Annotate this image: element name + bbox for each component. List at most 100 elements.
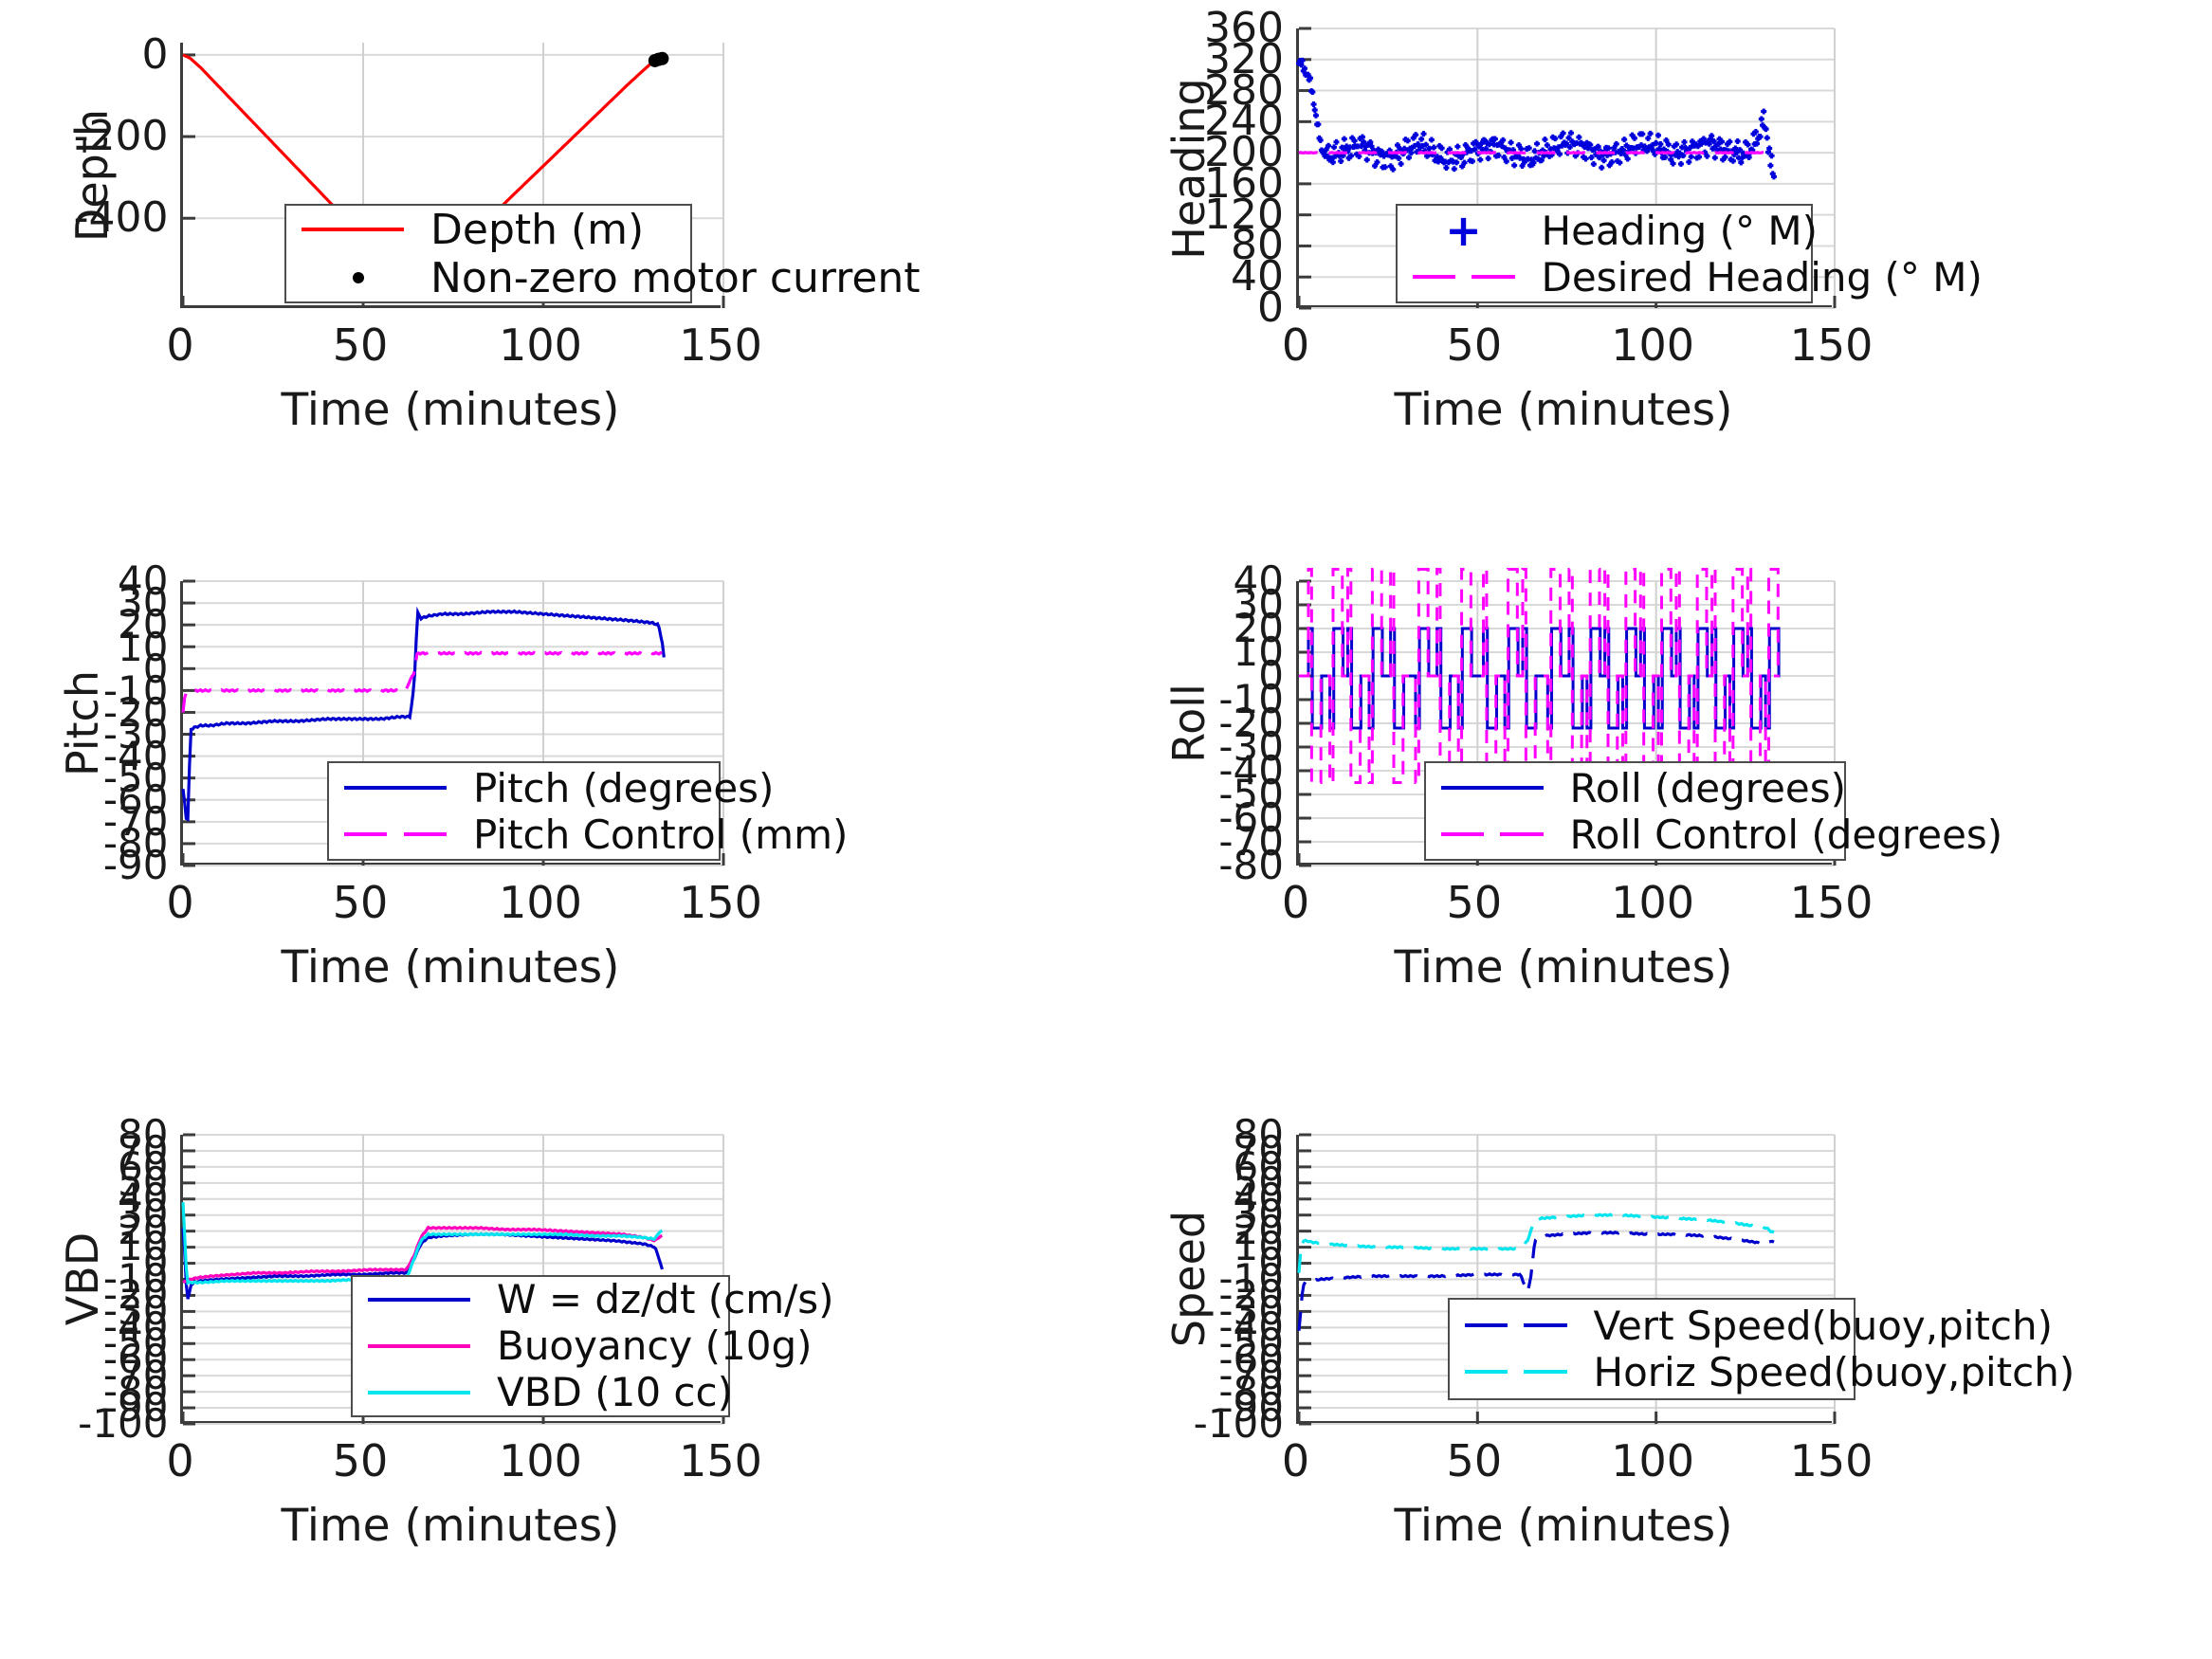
y-axis-label: Heading — [1162, 77, 1215, 260]
x-tick-label: 150 — [1789, 877, 1874, 929]
legend-swatch-icon — [1459, 1358, 1573, 1386]
x-tick-label: 100 — [1611, 877, 1695, 929]
x-tick-label: 0 — [1281, 1434, 1310, 1486]
legend-swatch-icon — [1407, 263, 1521, 291]
panel-roll: 40 30 20 10 0 -10 -20 -30 -40 -50 -60 -70 -80 0 50 100 1… — [1106, 553, 2212, 1105]
y-tick-label: -50 — [1218, 1319, 1284, 1366]
y-tick-label: 0 — [142, 1239, 169, 1286]
y-tick-label: 60 — [118, 1142, 169, 1190]
y-tick-label: -70 — [102, 1351, 169, 1398]
x-axis-label: Time (minutes) — [1394, 384, 1733, 436]
x-axis-label: Time (minutes) — [281, 1499, 620, 1552]
y-tick-label: 0 — [1258, 1239, 1284, 1286]
legend-label: Pitch Control (mm) — [473, 811, 849, 858]
legend-item: W = dz/dt (cm/s) — [362, 1276, 834, 1322]
series-0 — [1296, 1230, 1775, 1331]
y-tick-label: -90 — [1218, 1383, 1284, 1431]
legend-label: VBD (10 cc) — [497, 1369, 733, 1416]
y-tick-label: 40 — [1233, 1175, 1284, 1222]
x-axis-label: Time (minutes) — [281, 941, 620, 994]
legend-swatch-icon — [1435, 774, 1549, 802]
y-tick-label: 80 — [1231, 221, 1284, 270]
legend-speed: Vert Speed(buoy,pitch) Horiz Speed(buoy,p… — [1447, 1297, 2075, 1400]
y-tick-label: -10 — [102, 1255, 169, 1303]
x-tick-label: 50 — [1446, 1434, 1503, 1486]
legend-item: Pitch (degrees) — [338, 765, 774, 811]
y-tick-label: -100 — [78, 1399, 169, 1447]
legend-item: Desired Heading (° M) — [1407, 254, 1983, 301]
y-tick-label: 280 — [1204, 65, 1284, 115]
legend-swatch-icon — [296, 215, 410, 244]
legend-swatch-icon — [362, 1285, 476, 1314]
series-1 — [1296, 1212, 1775, 1273]
y-tick-label: -30 — [102, 1287, 169, 1335]
legend-item: Roll (degrees) — [1435, 765, 1846, 811]
y-tick-label: -80 — [1218, 1367, 1284, 1414]
legend-item: VBD (10 cc) — [362, 1369, 733, 1415]
legend-label: Roll (degrees) — [1569, 764, 1847, 811]
y-axis-label: Depth — [66, 108, 118, 243]
legend-item: Pitch Control (mm) — [338, 811, 848, 858]
legend-item: Non-zero motor current — [296, 254, 921, 302]
series-1 — [181, 650, 663, 714]
y-tick-label: 30 — [1233, 1191, 1284, 1238]
y-tick-label: -70 — [1218, 1351, 1284, 1398]
x-tick-label: 150 — [1789, 319, 1874, 371]
x-tick-label: 150 — [679, 319, 762, 371]
y-axis-label: VBD — [57, 1231, 108, 1326]
y-tick-label: -80 — [102, 820, 169, 867]
panel-pitch: 40 30 20 10 0 -10 -20 -30 -40 -50 -60 -70 -80 -90 0 50 1… — [0, 553, 1106, 1105]
y-tick-label: -20 — [1218, 700, 1284, 747]
y-tick-label: -70 — [102, 798, 169, 846]
legend-swatch-icon — [338, 820, 452, 848]
y-tick-label: -60 — [1218, 794, 1284, 842]
legend-label: Depth (m) — [430, 205, 645, 254]
legend-label: Heading (° M) — [1541, 207, 1818, 254]
legend-label: Pitch (degrees) — [473, 764, 775, 811]
legend-swatch-icon: + — [1445, 204, 1482, 256]
y-tick-label: 120 — [1204, 190, 1284, 239]
y-tick-label: 160 — [1204, 158, 1284, 208]
y-tick-label: -80 — [1218, 842, 1284, 889]
y-tick-label: -30 — [102, 710, 169, 757]
x-tick-label: 50 — [1446, 319, 1503, 371]
y-tick-label: -60 — [102, 776, 169, 824]
panel-speed: 80 70 60 50 40 30 20 10 0 -10 -20 -30 -40 -50 -60 -70 -8… — [1106, 1106, 2212, 1659]
legend-swatch-icon — [296, 264, 410, 292]
x-axis-label: Time (minutes) — [1394, 941, 1733, 994]
x-axis-label: Time (minutes) — [281, 384, 620, 436]
legend-label: Horiz Speed(buoy,pitch) — [1593, 1348, 2075, 1395]
y-tick-label: 40 — [1231, 252, 1284, 301]
series-0 — [181, 1227, 664, 1300]
x-tick-label: 100 — [499, 1434, 582, 1486]
x-tick-label: 100 — [499, 877, 582, 929]
y-tick-label: -40 — [1218, 1303, 1284, 1350]
y-tick-label: 200 — [1204, 128, 1284, 177]
x-tick-label: 100 — [1611, 319, 1695, 371]
y-tick-label: 60 — [1233, 1142, 1284, 1190]
y-tick-label: 50 — [1233, 1158, 1284, 1206]
y-tick-label: -50 — [102, 755, 169, 802]
y-tick-label: -20 — [1218, 1271, 1284, 1319]
y-tick-label: 30 — [118, 579, 169, 627]
y-tick-label: -100 — [1193, 1399, 1284, 1447]
x-axis-label: Time (minutes) — [1394, 1499, 1733, 1552]
y-tick-label: 20 — [1233, 605, 1284, 652]
plot-area-heading — [1295, 27, 1836, 310]
y-tick-label: 30 — [118, 1191, 169, 1238]
legend-heading: + Heading (° M) Desired Heading (° M) — [1395, 204, 1983, 303]
data-point — [655, 51, 669, 65]
x-tick-label: 50 — [332, 1434, 389, 1486]
y-tick-label: 10 — [118, 1223, 169, 1270]
y-tick-label: -30 — [1218, 1287, 1284, 1335]
legend-label: Vert Speed(buoy,pitch) — [1593, 1302, 2054, 1349]
legend-vbd: W = dz/dt (cm/s) Buoyancy (10g) VBD (10 cc… — [351, 1274, 834, 1417]
legend-label: Roll Control (degrees) — [1569, 811, 2003, 858]
y-tick-label: 50 — [118, 1158, 169, 1206]
y-axis-label: Pitch — [57, 670, 108, 777]
y-tick-label: -90 — [102, 1383, 169, 1431]
panel-vbd: 80 70 60 50 40 30 20 10 0 -10 -20 -30 -40 -50 -60 -70 -8… — [0, 1106, 1106, 1659]
series-2 — [181, 1201, 663, 1285]
panel-depth: 0 -200 -400 0 50 100 150 Time (minutes) Depth Dep… — [0, 0, 1106, 553]
x-tick-label: 100 — [1611, 1434, 1695, 1486]
